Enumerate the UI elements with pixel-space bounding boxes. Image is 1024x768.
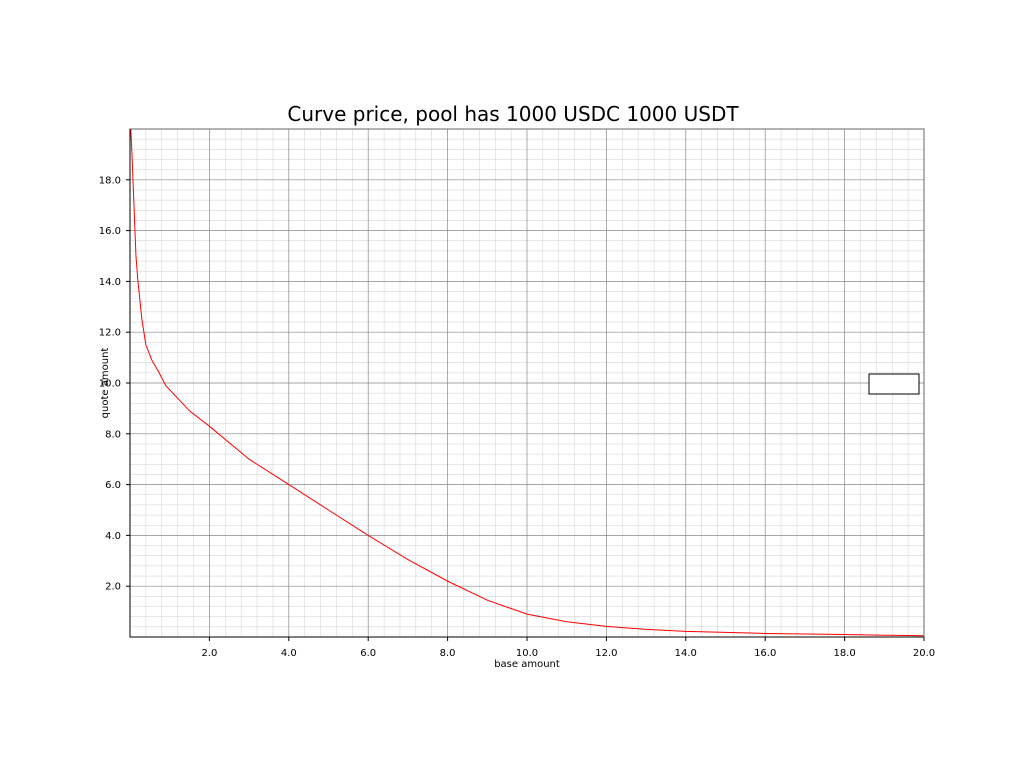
y-tick-label: 8.0 (105, 429, 121, 440)
y-tick-label: 12.0 (99, 328, 121, 339)
y-tick-label: 4.0 (105, 531, 121, 542)
x-tick-label: 2.0 (201, 648, 217, 659)
y-tick-labels: 2.0 4.0 6.0 8.0 10.0 12.0 14.0 16.0 18.0 (99, 175, 121, 592)
y-tick-label: 18.0 (99, 175, 121, 186)
series-line-0 (130, 128, 925, 637)
series-group (130, 128, 925, 637)
x-tick-label: 6.0 (360, 648, 376, 659)
x-axis-label: base amount (494, 659, 560, 670)
ticks-group (126, 179, 925, 641)
x-tick-label: 10.0 (516, 648, 538, 659)
y-tick-label: 6.0 (105, 480, 121, 491)
y-tick-label: 16.0 (99, 226, 121, 237)
x-tick-label: 14.0 (675, 648, 697, 659)
x-tick-label: 18.0 (833, 648, 855, 659)
x-tick-label: 8.0 (440, 648, 456, 659)
x-tick-labels: 2.0 4.0 6.0 8.0 10.0 12.0 14.0 16.0 18.0 20.0 (201, 648, 935, 659)
y-tick-label: 2.0 (105, 582, 121, 593)
x-tick-label: 4.0 (281, 648, 297, 659)
y-tick-label: 14.0 (99, 277, 121, 288)
major-gridlines (130, 129, 925, 637)
y-tick-label: 10.0 (99, 379, 121, 390)
x-tick-label: 12.0 (595, 648, 617, 659)
x-tick-label: 16.0 (754, 648, 776, 659)
y-axis-label: quote amount (100, 348, 111, 419)
x-tick-label: 20.0 (913, 648, 935, 659)
legend-box (868, 373, 920, 395)
chart-title: Curve price, pool has 1000 USDC 1000 USD… (287, 102, 739, 126)
